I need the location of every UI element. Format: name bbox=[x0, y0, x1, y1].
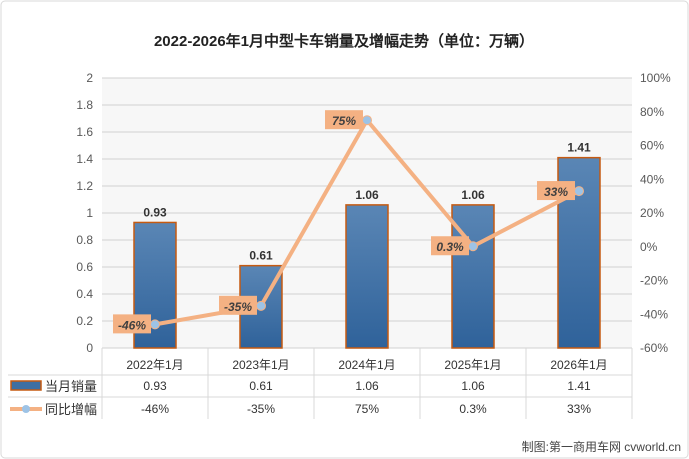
line-data-label: -35% bbox=[224, 300, 252, 314]
category-label: 2024年1月 bbox=[338, 358, 395, 372]
left-axis-tick: 0 bbox=[86, 341, 93, 355]
bar-data-label: 0.93 bbox=[143, 205, 167, 219]
right-axis-tick: 60% bbox=[640, 139, 664, 153]
right-axis-tick: 100% bbox=[640, 71, 671, 85]
left-axis-tick: 2 bbox=[86, 71, 93, 85]
right-axis-tick: 0% bbox=[640, 240, 658, 254]
table-value-growth: -46% bbox=[141, 402, 169, 416]
table-value-growth: 0.3% bbox=[459, 402, 487, 416]
line-label-box bbox=[325, 110, 363, 130]
table-value-sales: 1.06 bbox=[355, 379, 379, 393]
left-axis-tick: 0.4 bbox=[76, 287, 93, 301]
table-value-sales: 1.06 bbox=[461, 379, 485, 393]
chart-title: 2022-2026年1月中型卡车销量及增幅走势（单位：万辆） bbox=[154, 32, 534, 50]
table-value-growth: 75% bbox=[355, 402, 379, 416]
bar-data-label: 0.61 bbox=[249, 249, 273, 263]
category-label: 2025年1月 bbox=[444, 358, 501, 372]
line-data-label: -46% bbox=[118, 318, 146, 332]
left-axis-tick: 1.4 bbox=[76, 152, 93, 166]
left-axis-tick: 1.2 bbox=[76, 179, 93, 193]
table-value-sales: 0.93 bbox=[143, 379, 167, 393]
line-marker bbox=[468, 241, 478, 252]
line-data-label: 0.3% bbox=[436, 240, 464, 254]
bar-data-label: 1.41 bbox=[567, 141, 591, 155]
left-axis-tick: 1.6 bbox=[76, 125, 93, 139]
right-axis-tick: -60% bbox=[640, 341, 668, 355]
category-label: 2023年1月 bbox=[232, 358, 289, 372]
left-axis-tick: 0.8 bbox=[76, 233, 93, 247]
line-marker bbox=[362, 115, 372, 126]
line-marker bbox=[574, 186, 584, 197]
table-value-sales: 0.61 bbox=[249, 379, 273, 393]
source-credit: 制图:第一商用车网 cvworld.cn bbox=[522, 439, 681, 454]
legend-label-sales: 当月销量 bbox=[45, 379, 97, 394]
right-axis-tick: 40% bbox=[640, 172, 664, 186]
table-value-sales: 1.41 bbox=[567, 379, 591, 393]
line-label-box bbox=[219, 295, 257, 315]
line-marker bbox=[150, 319, 160, 330]
left-axis-tick: 0.2 bbox=[76, 314, 93, 328]
legend-key-bar bbox=[10, 380, 42, 391]
left-axis-tick: 1 bbox=[86, 206, 93, 220]
line-label-box bbox=[537, 181, 575, 201]
legend-label-growth: 同比增幅 bbox=[45, 402, 97, 417]
right-axis-tick: -20% bbox=[640, 274, 668, 288]
line-data-label: 75% bbox=[332, 114, 356, 128]
bar-data-label: 1.06 bbox=[461, 188, 485, 202]
right-axis-tick: 80% bbox=[640, 105, 664, 119]
bar-data-label: 1.06 bbox=[355, 188, 379, 202]
right-axis-tick: -40% bbox=[640, 307, 668, 321]
table-value-growth: -35% bbox=[247, 402, 275, 416]
line-data-label: 33% bbox=[544, 185, 568, 199]
right-axis-tick: 20% bbox=[640, 206, 664, 220]
left-axis-tick: 1.8 bbox=[76, 98, 93, 112]
table-value-growth: 33% bbox=[567, 402, 591, 416]
line-label-box bbox=[113, 314, 151, 334]
line-label-box bbox=[431, 236, 469, 256]
line-marker bbox=[256, 300, 266, 311]
legend-key-marker bbox=[22, 405, 30, 413]
category-label: 2026年1月 bbox=[550, 358, 607, 372]
category-label: 2022年1月 bbox=[126, 358, 183, 372]
left-axis-tick: 0.6 bbox=[76, 260, 93, 274]
bar bbox=[345, 204, 389, 349]
